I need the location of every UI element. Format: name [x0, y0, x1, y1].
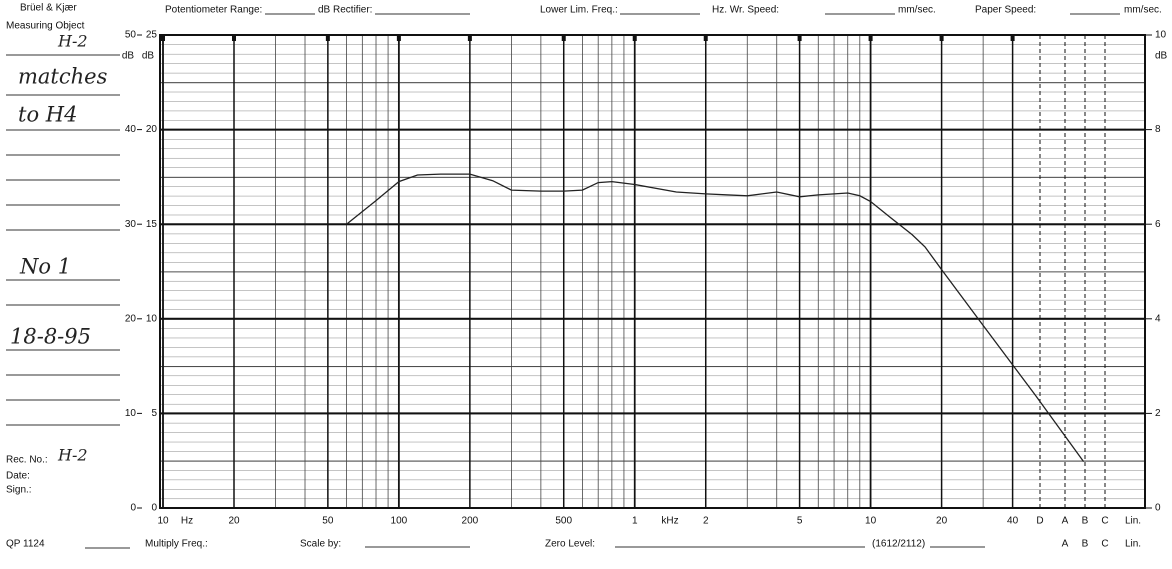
y2-tick-label: 10	[146, 313, 158, 324]
y2-tick-label: 0	[151, 503, 157, 514]
y3-tick-label: 4	[1155, 313, 1161, 324]
weighting-columns	[1039, 35, 1106, 508]
x-tick-label: 20	[936, 516, 948, 527]
form-field: dB Rectifier:	[318, 5, 372, 16]
y-tick-label: 30	[125, 219, 137, 230]
form-field: Rec. No.:	[6, 455, 48, 466]
y-tick-label: 10	[125, 408, 137, 419]
x-tick-label: 40	[1007, 516, 1019, 527]
top-tick	[161, 36, 165, 41]
response-curve	[346, 173, 1085, 462]
form-rules	[6, 13, 1120, 549]
top-tick	[868, 36, 873, 41]
form-field: mm/sec.	[898, 5, 936, 16]
brand: Brüel & Kjær	[20, 3, 77, 14]
top-tick	[939, 36, 944, 41]
form-field: Multiply Freq.:	[145, 539, 208, 550]
y3-tick-label: 6	[1155, 219, 1161, 230]
weighting-label: A	[1062, 516, 1069, 527]
top-tick	[467, 36, 472, 41]
y-tick-label: 40	[125, 124, 137, 135]
mid-grid	[160, 35, 1145, 508]
top-tick	[232, 36, 237, 41]
y2-tick-label: 25	[146, 30, 158, 41]
weighting-label: B	[1082, 516, 1089, 527]
form-field: Lower Lim. Freq.:	[540, 5, 618, 16]
x-tick-label: 200	[462, 516, 479, 527]
y3-tick-label: 0	[1155, 503, 1161, 514]
form-field: Scale by:	[300, 539, 341, 550]
y3-tick-label: 10	[1155, 30, 1167, 41]
x-tick-label: 10	[865, 516, 877, 527]
weighting-label: Lin.	[1125, 516, 1141, 527]
x-tick-label: 20	[228, 516, 240, 527]
x-tick-label: 100	[391, 516, 408, 527]
y3-tick-label: 8	[1155, 124, 1161, 135]
form-field: QP 1124	[6, 539, 45, 550]
top-tick	[561, 36, 566, 41]
y-tick-label: 0	[130, 503, 136, 514]
form-field: Zero Level:	[545, 539, 595, 550]
top-tick	[1010, 36, 1015, 41]
handwriting: to H4	[18, 103, 77, 127]
weighting-label: A	[1062, 539, 1069, 550]
y3-tick-label: 2	[1155, 408, 1161, 419]
form-field: mm/sec.	[1124, 5, 1162, 16]
handwriting: matches	[18, 65, 108, 89]
y2-tick-label: 5	[151, 408, 157, 419]
x-tick-label: 500	[555, 516, 572, 527]
handwriting: H-2	[57, 32, 88, 51]
x-tick-label: 1	[632, 516, 638, 527]
x-tick-label: 5	[797, 516, 803, 527]
form-field: (1612/2112)	[872, 539, 925, 550]
y-unit: dB	[122, 51, 135, 62]
form-field: Measuring Object	[6, 21, 85, 32]
top-tick	[632, 36, 637, 41]
form-field: Date:	[6, 471, 30, 482]
form-field: Potentiometer Range:	[165, 5, 262, 16]
y-unit: dB	[142, 51, 155, 62]
top-tick	[797, 36, 802, 41]
weighting-label: C	[1101, 516, 1108, 527]
y-unit: dB	[1155, 51, 1168, 62]
y2-tick-label: 20	[146, 124, 158, 135]
top-tick	[703, 36, 708, 41]
weighting-label: B	[1082, 539, 1089, 550]
weighting-label: D	[1036, 516, 1043, 527]
weighting-label: Lin.	[1125, 539, 1141, 550]
handwriting: H-2	[57, 446, 88, 465]
x-unit: kHz	[661, 516, 678, 527]
x-tick-label: 10	[157, 516, 169, 527]
form-field: Sign.:	[6, 485, 32, 496]
handwriting: No 1	[19, 255, 71, 279]
x-tick-label: 50	[322, 516, 334, 527]
form-field: Hz. Wr. Speed:	[712, 5, 779, 16]
y2-tick-label: 15	[146, 219, 158, 230]
top-tick	[325, 36, 330, 41]
x-unit: Hz	[181, 516, 193, 527]
form-field: Paper Speed:	[975, 5, 1036, 16]
top-tick	[396, 36, 401, 41]
handwriting: 18-8-95	[10, 325, 91, 349]
weighting-label: C	[1101, 539, 1108, 550]
y-tick-label: 20	[125, 313, 137, 324]
y-tick-label: 50	[125, 30, 137, 41]
x-tick-label: 2	[703, 516, 709, 527]
